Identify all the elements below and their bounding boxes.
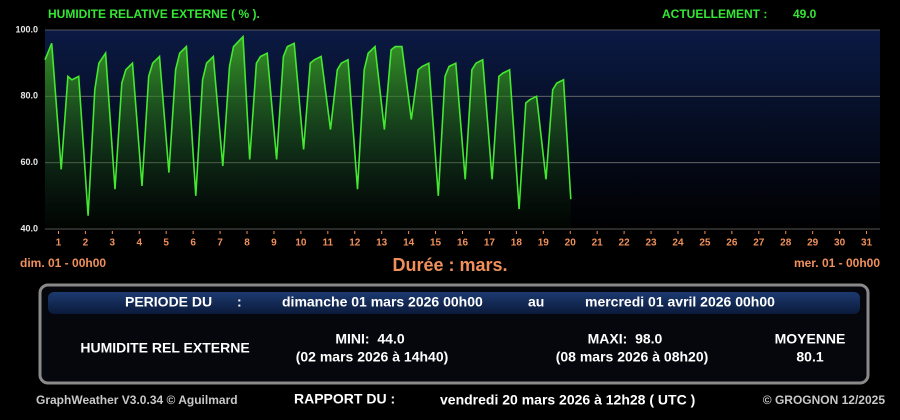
x-tick-label: 19	[538, 238, 550, 249]
stat-min: MINI: 44.0	[335, 331, 404, 347]
y-tick-label: 80.0	[20, 91, 38, 101]
end-label: mer. 01 - 00h00	[794, 256, 880, 270]
stat-max: MAXI: 98.0	[588, 331, 663, 347]
x-tick-label: 4	[136, 238, 142, 249]
period-to: au	[528, 294, 544, 310]
x-tick-label: 23	[645, 238, 657, 249]
x-tick-label: 31	[861, 238, 873, 249]
report-label: RAPPORT DU :	[294, 391, 395, 407]
software: GraphWeather V3.0.34 © Aguilmard	[36, 393, 238, 407]
x-tick-label: 9	[271, 238, 277, 249]
period-bar	[48, 292, 860, 314]
x-tick-label: 8	[244, 238, 250, 249]
x-tick-label: 14	[403, 238, 415, 249]
x-tick-label: 12	[349, 238, 361, 249]
x-tick-label: 28	[780, 238, 792, 249]
x-tick-label: 1	[56, 238, 62, 249]
current-value: 49.0	[793, 7, 817, 21]
chart-title: HUMIDITE RELATIVE EXTERNE ( % ).	[48, 7, 260, 21]
x-tick-label: 13	[376, 238, 388, 249]
y-tick-label: 60.0	[20, 157, 38, 167]
stat-max-when: (08 mars 2026 à 08h20)	[556, 349, 709, 365]
stat-name: HUMIDITE REL EXTERNE	[80, 340, 249, 356]
period-start: dimanche 01 mars 2026 00h00	[282, 294, 483, 310]
y-tick-label: 100.0	[15, 24, 38, 34]
x-axis-title: Durée : mars.	[392, 255, 507, 275]
period-colon: :	[237, 294, 242, 310]
start-label: dim. 01 - 00h00	[20, 256, 106, 270]
stat-mean: 80.1	[796, 349, 823, 365]
x-tick-label: 17	[484, 238, 496, 249]
x-tick-label: 10	[295, 238, 307, 249]
x-tick-label: 30	[834, 238, 846, 249]
x-tick-label: 5	[163, 238, 169, 249]
x-tick-label: 25	[699, 238, 711, 249]
stat-mean-label: MOYENNE	[775, 331, 846, 347]
x-tick-label: 2	[83, 238, 89, 249]
x-tick-label: 26	[726, 238, 738, 249]
x-tick-label: 7	[217, 238, 223, 249]
x-tick-label: 11	[323, 238, 334, 249]
x-tick-label: 6	[190, 238, 196, 249]
y-tick-label: 40.0	[20, 223, 38, 233]
x-tick-label: 27	[753, 238, 765, 249]
period-end: mercredi 01 avril 2026 00h00	[585, 294, 775, 310]
x-tick-label: 24	[672, 238, 684, 249]
x-tick-label: 15	[430, 238, 442, 249]
x-tick-label: 22	[619, 238, 631, 249]
current-label: ACTUELLEMENT :	[662, 7, 767, 21]
x-tick-label: 3	[110, 238, 116, 249]
x-tick-label: 21	[592, 238, 604, 249]
report-date: vendredi 20 mars 2026 à 12h28 ( UTC )	[440, 392, 695, 408]
period-label: PERIODE DU	[125, 294, 212, 310]
x-tick-label: 16	[457, 238, 469, 249]
copyright: © GROGNON 12/2025	[763, 393, 886, 407]
x-tick-label: 29	[807, 238, 819, 249]
x-tick-label: 18	[511, 238, 523, 249]
x-tick-label: 20	[565, 238, 577, 249]
line	[44, 34, 572, 216]
stat-min-when: (02 mars 2026 à 14h40)	[296, 349, 449, 365]
